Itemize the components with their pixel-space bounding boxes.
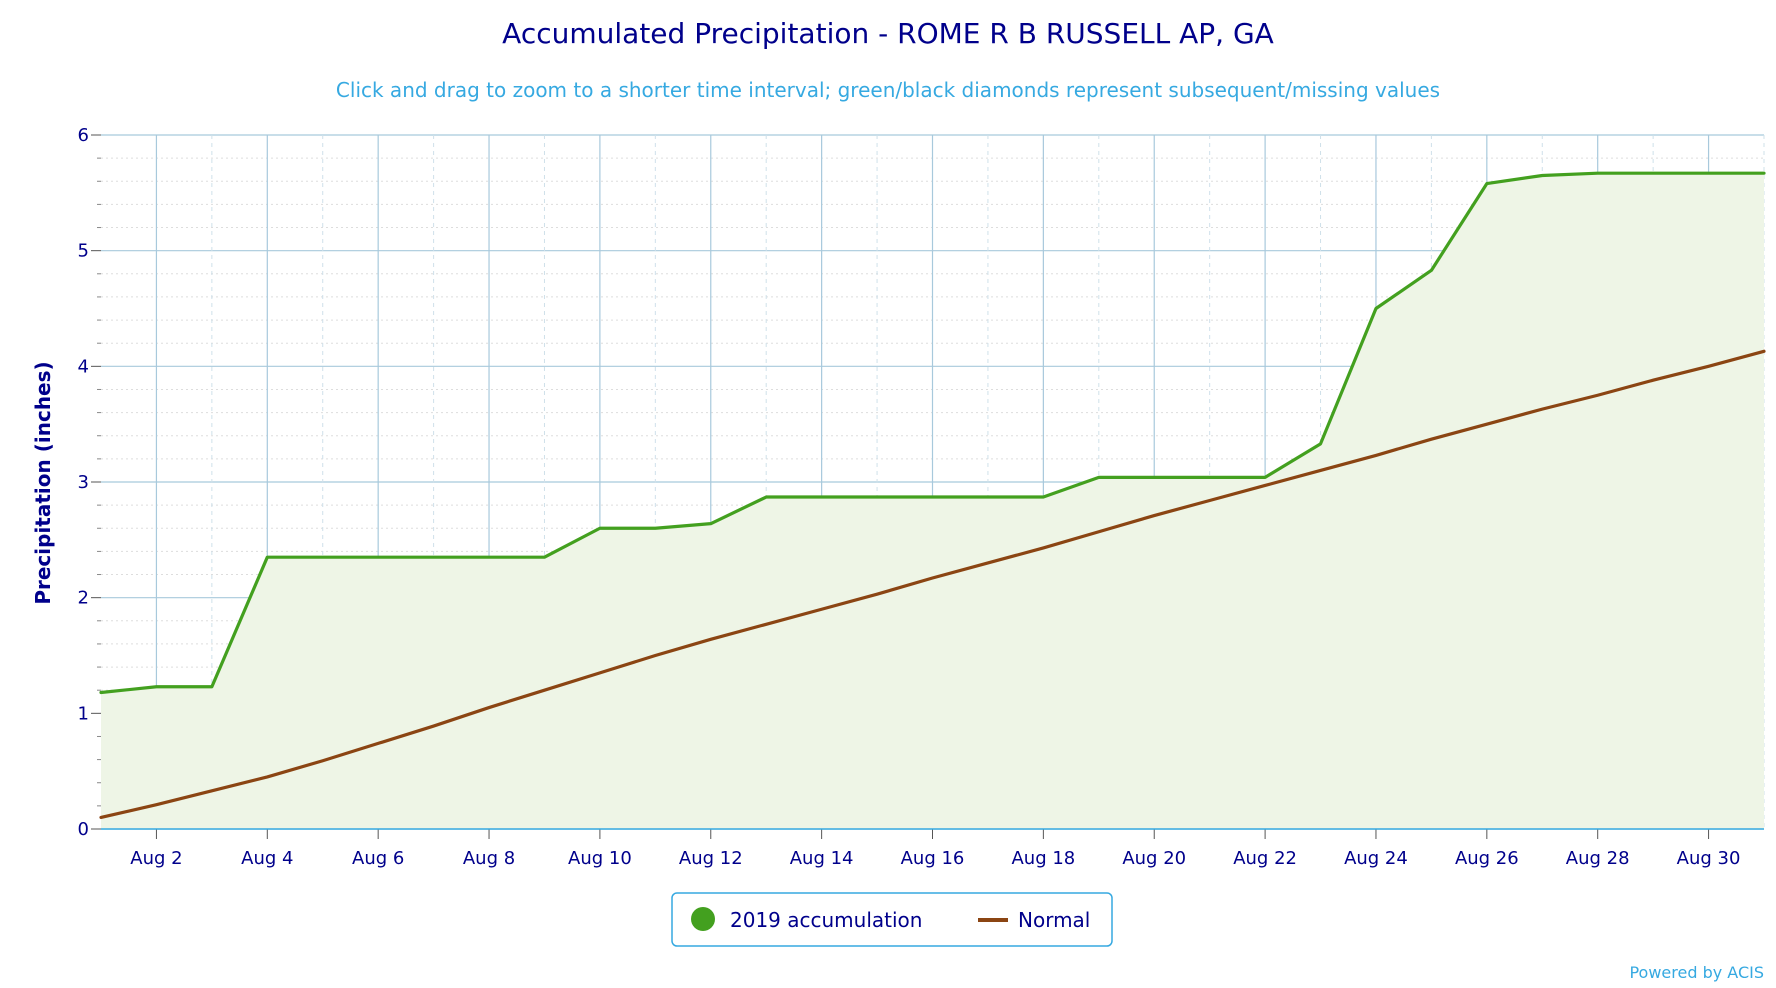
legend-item-normal[interactable]: Normal	[978, 908, 1090, 932]
series-layer	[99, 171, 1766, 820]
legend-label-2019: 2019 accumulation	[730, 908, 922, 932]
legend-marker-2019	[691, 907, 715, 931]
x-tick-label: Aug 24	[1344, 848, 1408, 869]
x-tick-label: Aug 30	[1677, 848, 1741, 869]
x-tick-label: Aug 22	[1233, 848, 1297, 869]
series-line-2019-accumulation[interactable]	[99, 171, 1766, 695]
legend-box	[671, 892, 1113, 947]
legend: 2019 accumulation Normal	[671, 892, 1113, 947]
y-tick-label: 5	[78, 241, 89, 262]
y-tick-label: 1	[78, 703, 89, 724]
x-tick-label: Aug 20	[1122, 848, 1186, 869]
x-tick-label: Aug 14	[790, 848, 854, 869]
y-tick-label: 6	[78, 125, 89, 146]
x-tick-label: Aug 16	[901, 848, 965, 869]
y-tick-label: 0	[78, 819, 89, 840]
x-tick-label: Aug 6	[352, 848, 404, 869]
x-tick-label: Aug 4	[241, 848, 293, 869]
x-tick-label: Aug 12	[679, 848, 743, 869]
x-tick-label: Aug 2	[130, 848, 182, 869]
x-tick-label: Aug 28	[1566, 848, 1630, 869]
chart-title: Accumulated Precipitation - ROME R B RUS…	[502, 17, 1274, 50]
chart-subtitle: Click and drag to zoom to a shorter time…	[336, 78, 1440, 102]
credit-link[interactable]: Powered by ACIS	[1629, 963, 1764, 982]
series-line-normal[interactable]	[99, 349, 1766, 820]
x-tick-label: Aug 10	[568, 848, 632, 869]
y-tick-label: 2	[78, 588, 89, 609]
y-axis-title: Precipitation (inches)	[31, 361, 55, 604]
legend-label-normal: Normal	[1018, 908, 1090, 932]
x-tick-label: Aug 8	[463, 848, 515, 869]
area-layer	[101, 173, 1764, 830]
x-tick-label: Aug 18	[1011, 848, 1075, 869]
accumulation-area	[101, 173, 1764, 830]
axes: 0 1 2 3 4 5 6 Aug 2 Aug 4 Aug 6 Aug 8 Aug 10 Aug 12 A…	[78, 125, 1764, 869]
legend-item-2019[interactable]: 2019 accumulation	[691, 907, 922, 932]
y-tick-label: 4	[78, 356, 89, 377]
x-tick-label: Aug 26	[1455, 848, 1519, 869]
y-tick-label: 3	[78, 472, 89, 493]
